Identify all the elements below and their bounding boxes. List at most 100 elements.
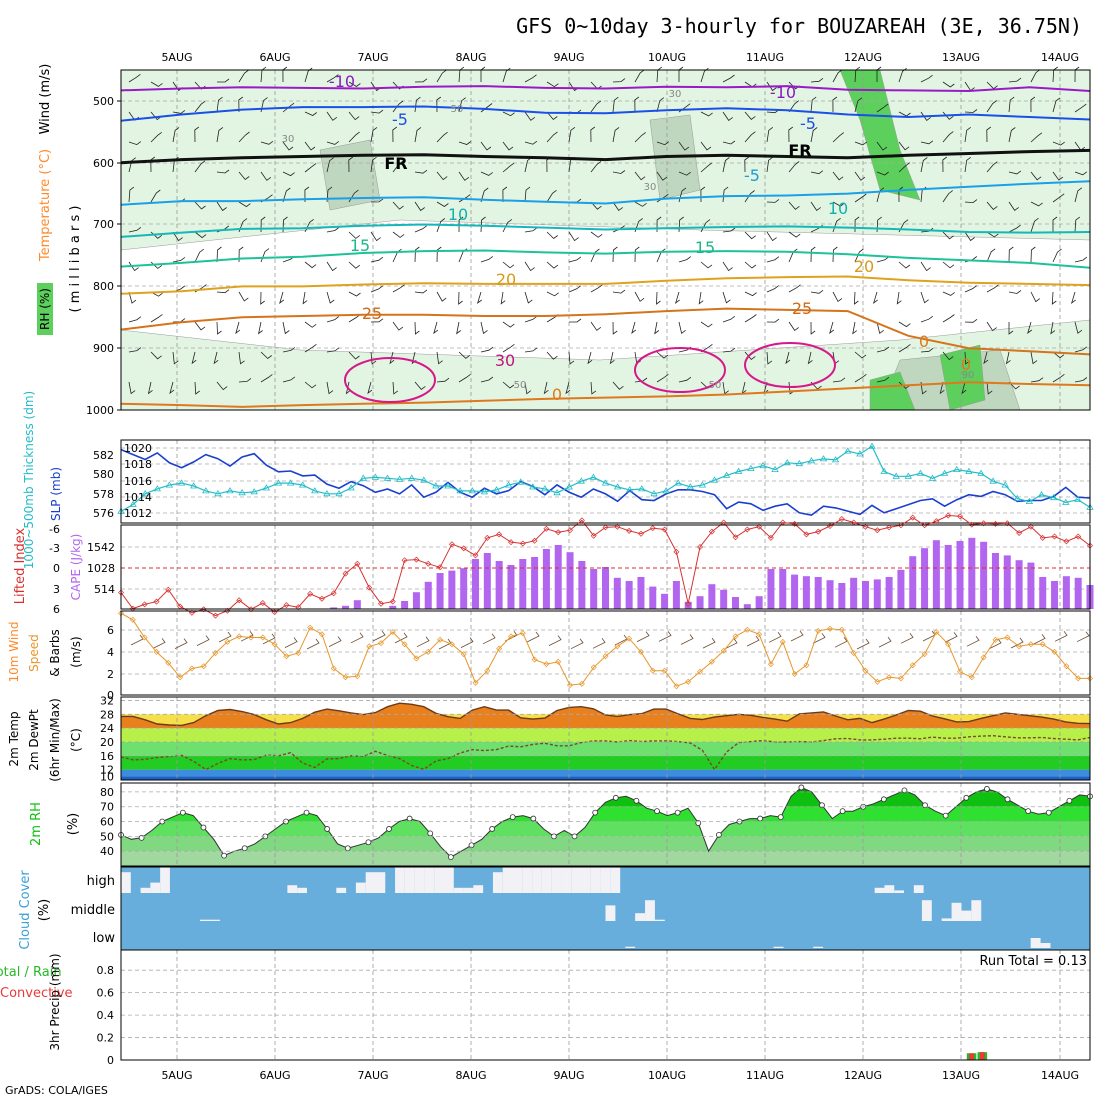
cloud-high-bar — [522, 867, 533, 893]
wind-barb-mark — [169, 381, 175, 395]
wind-barb-mark — [986, 381, 993, 395]
thickness-marker — [504, 481, 513, 488]
wind-barb-mark — [920, 140, 934, 145]
wind-barb-mark — [920, 347, 934, 353]
lifted-index-marker — [236, 597, 243, 604]
rh-tick-label: 70 — [100, 801, 114, 814]
thickness-marker — [734, 467, 743, 474]
isotherm-label: 10 — [448, 205, 468, 224]
wind-speed-marker — [708, 658, 715, 665]
wind-barb-mark — [476, 291, 482, 305]
cloud-middle-bar — [951, 902, 962, 921]
wind-barb-mark — [480, 346, 494, 353]
wind-barb-mark — [920, 261, 931, 272]
rh-band — [121, 851, 1090, 866]
cloud-layer-label: high — [87, 874, 115, 889]
wind-barb-mark — [392, 284, 405, 293]
wind-barb-mark — [194, 201, 206, 210]
cloud-high-bar — [424, 867, 435, 893]
wind-tick-label: 2 — [107, 668, 114, 681]
cape-bar — [1015, 560, 1023, 609]
slp-tick-label: 1016 — [124, 475, 152, 488]
wind-tick-label: 6 — [107, 624, 114, 637]
wind-barb-mark — [1052, 351, 1065, 359]
temperature-tick-label: 28 — [100, 708, 114, 721]
lifted-index-marker — [838, 516, 845, 522]
wind-barb-mark — [942, 131, 954, 143]
wind-barb-mark — [304, 141, 316, 151]
wind-barb-mark — [656, 141, 670, 146]
wind-barb-mark — [832, 217, 841, 233]
wind-barb-mark — [304, 261, 317, 269]
isotherm-label: 10 — [828, 199, 848, 218]
temperature-tick-label: 20 — [100, 736, 114, 749]
thickness-marker — [444, 482, 452, 489]
cloud-high-bar — [541, 867, 552, 893]
wind-speed-marker — [448, 641, 455, 648]
wind-barb-mark — [436, 377, 450, 383]
wind-barb-mark — [306, 638, 320, 650]
thickness-marker — [1074, 495, 1082, 503]
precip-convective-bar — [969, 1053, 974, 1060]
wind-barb-mark — [898, 162, 911, 173]
wind-barb-mark — [1030, 201, 1043, 207]
date-label-bottom: 11AUG — [746, 1069, 784, 1082]
wind-speed-marker — [543, 661, 550, 668]
wind-barb-mark — [238, 96, 244, 113]
precip-tick-label: 0 — [107, 1054, 114, 1067]
wind-barb-mark — [128, 381, 136, 395]
rh-marker — [942, 812, 949, 819]
wind-barb-mark — [304, 163, 317, 173]
wind-barb-mark — [1074, 187, 1083, 203]
wind-barb-mark — [1052, 193, 1065, 203]
lifted-index-marker — [342, 570, 349, 577]
lifted-index-marker — [626, 527, 633, 534]
cape-bar — [944, 545, 952, 609]
isotherm-label: -5 — [392, 110, 408, 129]
cloud-high-bar — [453, 887, 464, 893]
cape-bar — [885, 577, 893, 609]
slp-tick-label: 1012 — [124, 507, 152, 520]
wind-speed-marker — [413, 655, 420, 662]
wind-speed-marker — [141, 634, 148, 641]
temperature-tick-label: 12 — [100, 764, 114, 777]
wind-barb-mark — [502, 162, 515, 173]
isotherm-30-contour — [344, 357, 436, 403]
wind-barb-mark — [1052, 216, 1058, 232]
cape-bar — [921, 548, 929, 609]
wind-barb-mark — [700, 162, 713, 173]
wind-barb-mark — [1030, 351, 1038, 365]
wind-barb-mark — [502, 381, 515, 389]
wind-barb-mark — [832, 201, 845, 207]
chart-title: GFS 0~10day 3-hourly for BOUZAREAH (3E, … — [516, 14, 1082, 38]
cloud-middle-bar — [941, 918, 952, 921]
cloud-middle-bar — [635, 913, 646, 921]
isotherm-label: FR — [788, 141, 811, 160]
thickness-marker — [274, 479, 283, 486]
panel-frame — [120, 782, 1091, 867]
date-label-bottom: 9AUG — [553, 1069, 584, 1082]
wind-barb-mark — [128, 226, 142, 233]
wind-barb-mark — [480, 187, 489, 203]
wind-speed-marker — [567, 682, 573, 689]
wind-barb-mark — [150, 189, 161, 203]
thickness-marker — [371, 473, 380, 480]
wind-barb-mark — [348, 81, 361, 87]
thickness-marker — [1037, 491, 1046, 498]
wind-barb-mark — [766, 156, 773, 173]
wind-speed-marker — [744, 626, 751, 633]
thickness-marker — [977, 469, 985, 476]
wind-barb-mark — [590, 284, 603, 293]
cape-bar — [542, 549, 550, 609]
wind-barb-mark — [788, 284, 801, 293]
cloud-high-bar — [160, 867, 170, 893]
cape-bar — [720, 589, 728, 609]
wind-barb-mark — [788, 100, 800, 113]
lifted-index-marker — [590, 532, 597, 539]
cloud-low-bar — [813, 946, 824, 948]
wind-speed-line — [120, 612, 1090, 687]
rh-contour-label: 30 — [669, 89, 682, 100]
cape-bar — [767, 569, 775, 609]
wind-speed-marker — [318, 631, 325, 638]
wind-speed-marker — [496, 645, 503, 652]
